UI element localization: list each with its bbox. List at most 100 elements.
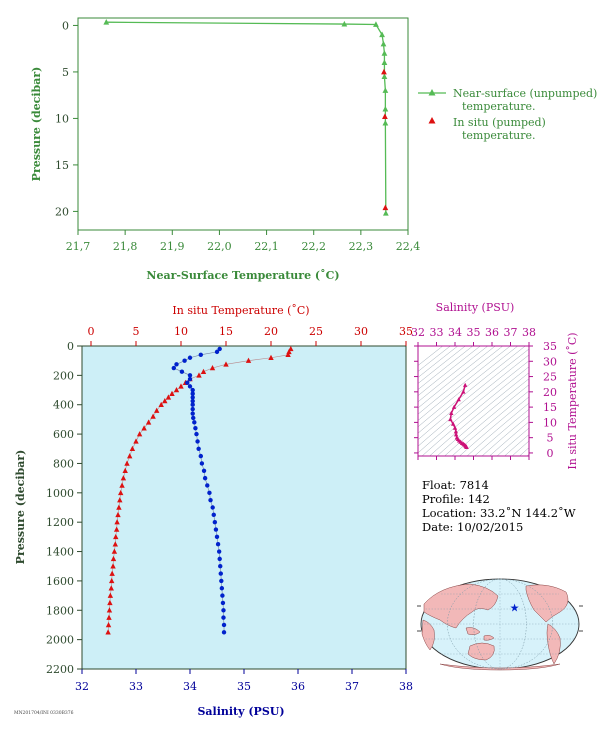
temperature-point <box>105 621 112 628</box>
density-contour <box>451 390 529 456</box>
unpumped-point <box>103 18 110 25</box>
temperature-point <box>106 607 113 613</box>
density-contour <box>418 346 481 397</box>
density-contour <box>418 346 451 372</box>
x-tick-label: 21,9 <box>160 240 185 253</box>
deep-salinity-axis-label: Salinity (PSU) <box>197 705 284 718</box>
pressure-tick-label: 1000 <box>46 487 74 500</box>
salinity-tick-label: 34 <box>183 680 197 693</box>
temperature-point <box>116 504 122 510</box>
star-icon: ★ <box>510 601 520 614</box>
ts-plot-area <box>418 346 529 456</box>
near-surface-y-axis-label: Pressure (decibar) <box>30 67 43 182</box>
legend-pumped-text-1: In situ (pumped) <box>453 116 546 129</box>
density-contour <box>418 346 466 384</box>
density-contour <box>526 453 529 456</box>
y-tick-label: 0 <box>62 19 69 32</box>
pumped-point <box>382 204 389 211</box>
ts-x-tick-label: 34 <box>448 326 462 339</box>
ts-y-tick-label: 30 <box>543 355 557 368</box>
temperature-point <box>223 361 229 367</box>
salinity-point <box>212 519 218 525</box>
unpumped-point <box>382 105 389 112</box>
legend-unpumped-marker <box>428 89 436 96</box>
salinity-point <box>210 505 215 510</box>
salinity-point <box>192 420 197 425</box>
unpumped-point <box>382 210 389 216</box>
salinity-point <box>202 475 208 481</box>
temperature-point <box>162 398 168 404</box>
salinity-point <box>190 411 195 416</box>
temperature-point <box>110 563 116 569</box>
temp-tick-label: 25 <box>309 325 323 338</box>
salinity-point <box>221 608 226 613</box>
salinity-point <box>190 387 195 393</box>
salinity-point <box>196 446 201 451</box>
temperature-point <box>158 401 164 407</box>
salinity-tick-label: 32 <box>75 680 89 693</box>
pressure-tick-label: 200 <box>53 369 74 382</box>
temp-tick-label: 0 <box>88 325 95 338</box>
salinity-point <box>221 630 227 635</box>
density-contour <box>418 346 526 434</box>
ts-x-tick-label: 36 <box>485 326 499 339</box>
deep-profile-chart: In situ Temperature (˚C) Salinity (PSU) … <box>14 304 413 718</box>
legend-unpumped-text-1: Near-surface (unpumped) <box>453 87 597 100</box>
temperature-point <box>173 387 180 393</box>
unpumped-point <box>341 20 348 27</box>
ts-point <box>452 425 458 430</box>
ts-y-tick-label: 15 <box>543 401 557 414</box>
pressure-tick-label: 600 <box>53 428 74 441</box>
near-surface-marks <box>103 18 389 216</box>
pressure-tick-label: 1800 <box>46 604 74 617</box>
temperature-point <box>109 577 115 584</box>
density-contour <box>511 440 529 456</box>
x-tick-label: 21,7 <box>66 240 91 253</box>
unpumped-point <box>373 21 379 27</box>
salinity-point <box>215 542 221 547</box>
density-contour <box>418 346 489 403</box>
unpumped-point <box>379 31 385 38</box>
legend-unpumped-text-2: temperature. <box>462 100 536 113</box>
temperature-point <box>117 497 123 503</box>
salinity-point <box>217 346 222 352</box>
salinity-point <box>198 453 203 459</box>
temperature-point <box>127 453 133 459</box>
legend-pumped-text-2: temperature. <box>462 129 536 142</box>
unpumped-point <box>382 87 389 93</box>
salinity-point <box>213 527 219 532</box>
salinity-point <box>214 349 220 355</box>
pressure-tick-label: 2000 <box>46 634 74 647</box>
salinity-point <box>221 622 227 628</box>
near-surface-x-ticks: 21,7 21,8 21,9 22,0 22,1 22,2 22,3 22,4 <box>66 230 420 253</box>
temperature-point <box>165 394 172 400</box>
x-tick-label: 22,3 <box>349 240 374 253</box>
temperature-point <box>105 629 111 635</box>
ts-y-tick-label: 25 <box>543 371 557 384</box>
temperature-point <box>169 390 175 396</box>
temperature-point <box>245 357 252 363</box>
pressure-tick-label: 1200 <box>46 516 74 529</box>
pressure-tick-label: 400 <box>53 399 74 412</box>
density-contour <box>481 415 529 456</box>
density-contour <box>418 346 474 390</box>
salinity-point <box>219 578 224 584</box>
ts-point <box>464 444 469 449</box>
salinity-tick-label: 38 <box>399 680 413 693</box>
salinity-point <box>179 369 185 374</box>
ts-y-tick-label: 0 <box>547 447 554 460</box>
temperature-point <box>112 541 118 547</box>
x-tick-label: 22,2 <box>301 240 326 253</box>
near-surface-legend: Near-surface (unpumped) temperature. In … <box>418 87 597 142</box>
density-contour <box>459 396 529 456</box>
salinity-point <box>187 355 193 360</box>
temperature-point <box>113 526 120 532</box>
ts-y-tick-label: 5 <box>547 432 554 445</box>
temperature-point <box>114 519 120 525</box>
temperature-point <box>118 489 124 496</box>
temperature-point <box>119 482 125 488</box>
ts-y-tick-label: 20 <box>543 386 557 399</box>
ts-temp-axis-label: In situ Temperature (˚C) <box>566 332 579 469</box>
ts-x-tick-label: 35 <box>467 326 481 339</box>
